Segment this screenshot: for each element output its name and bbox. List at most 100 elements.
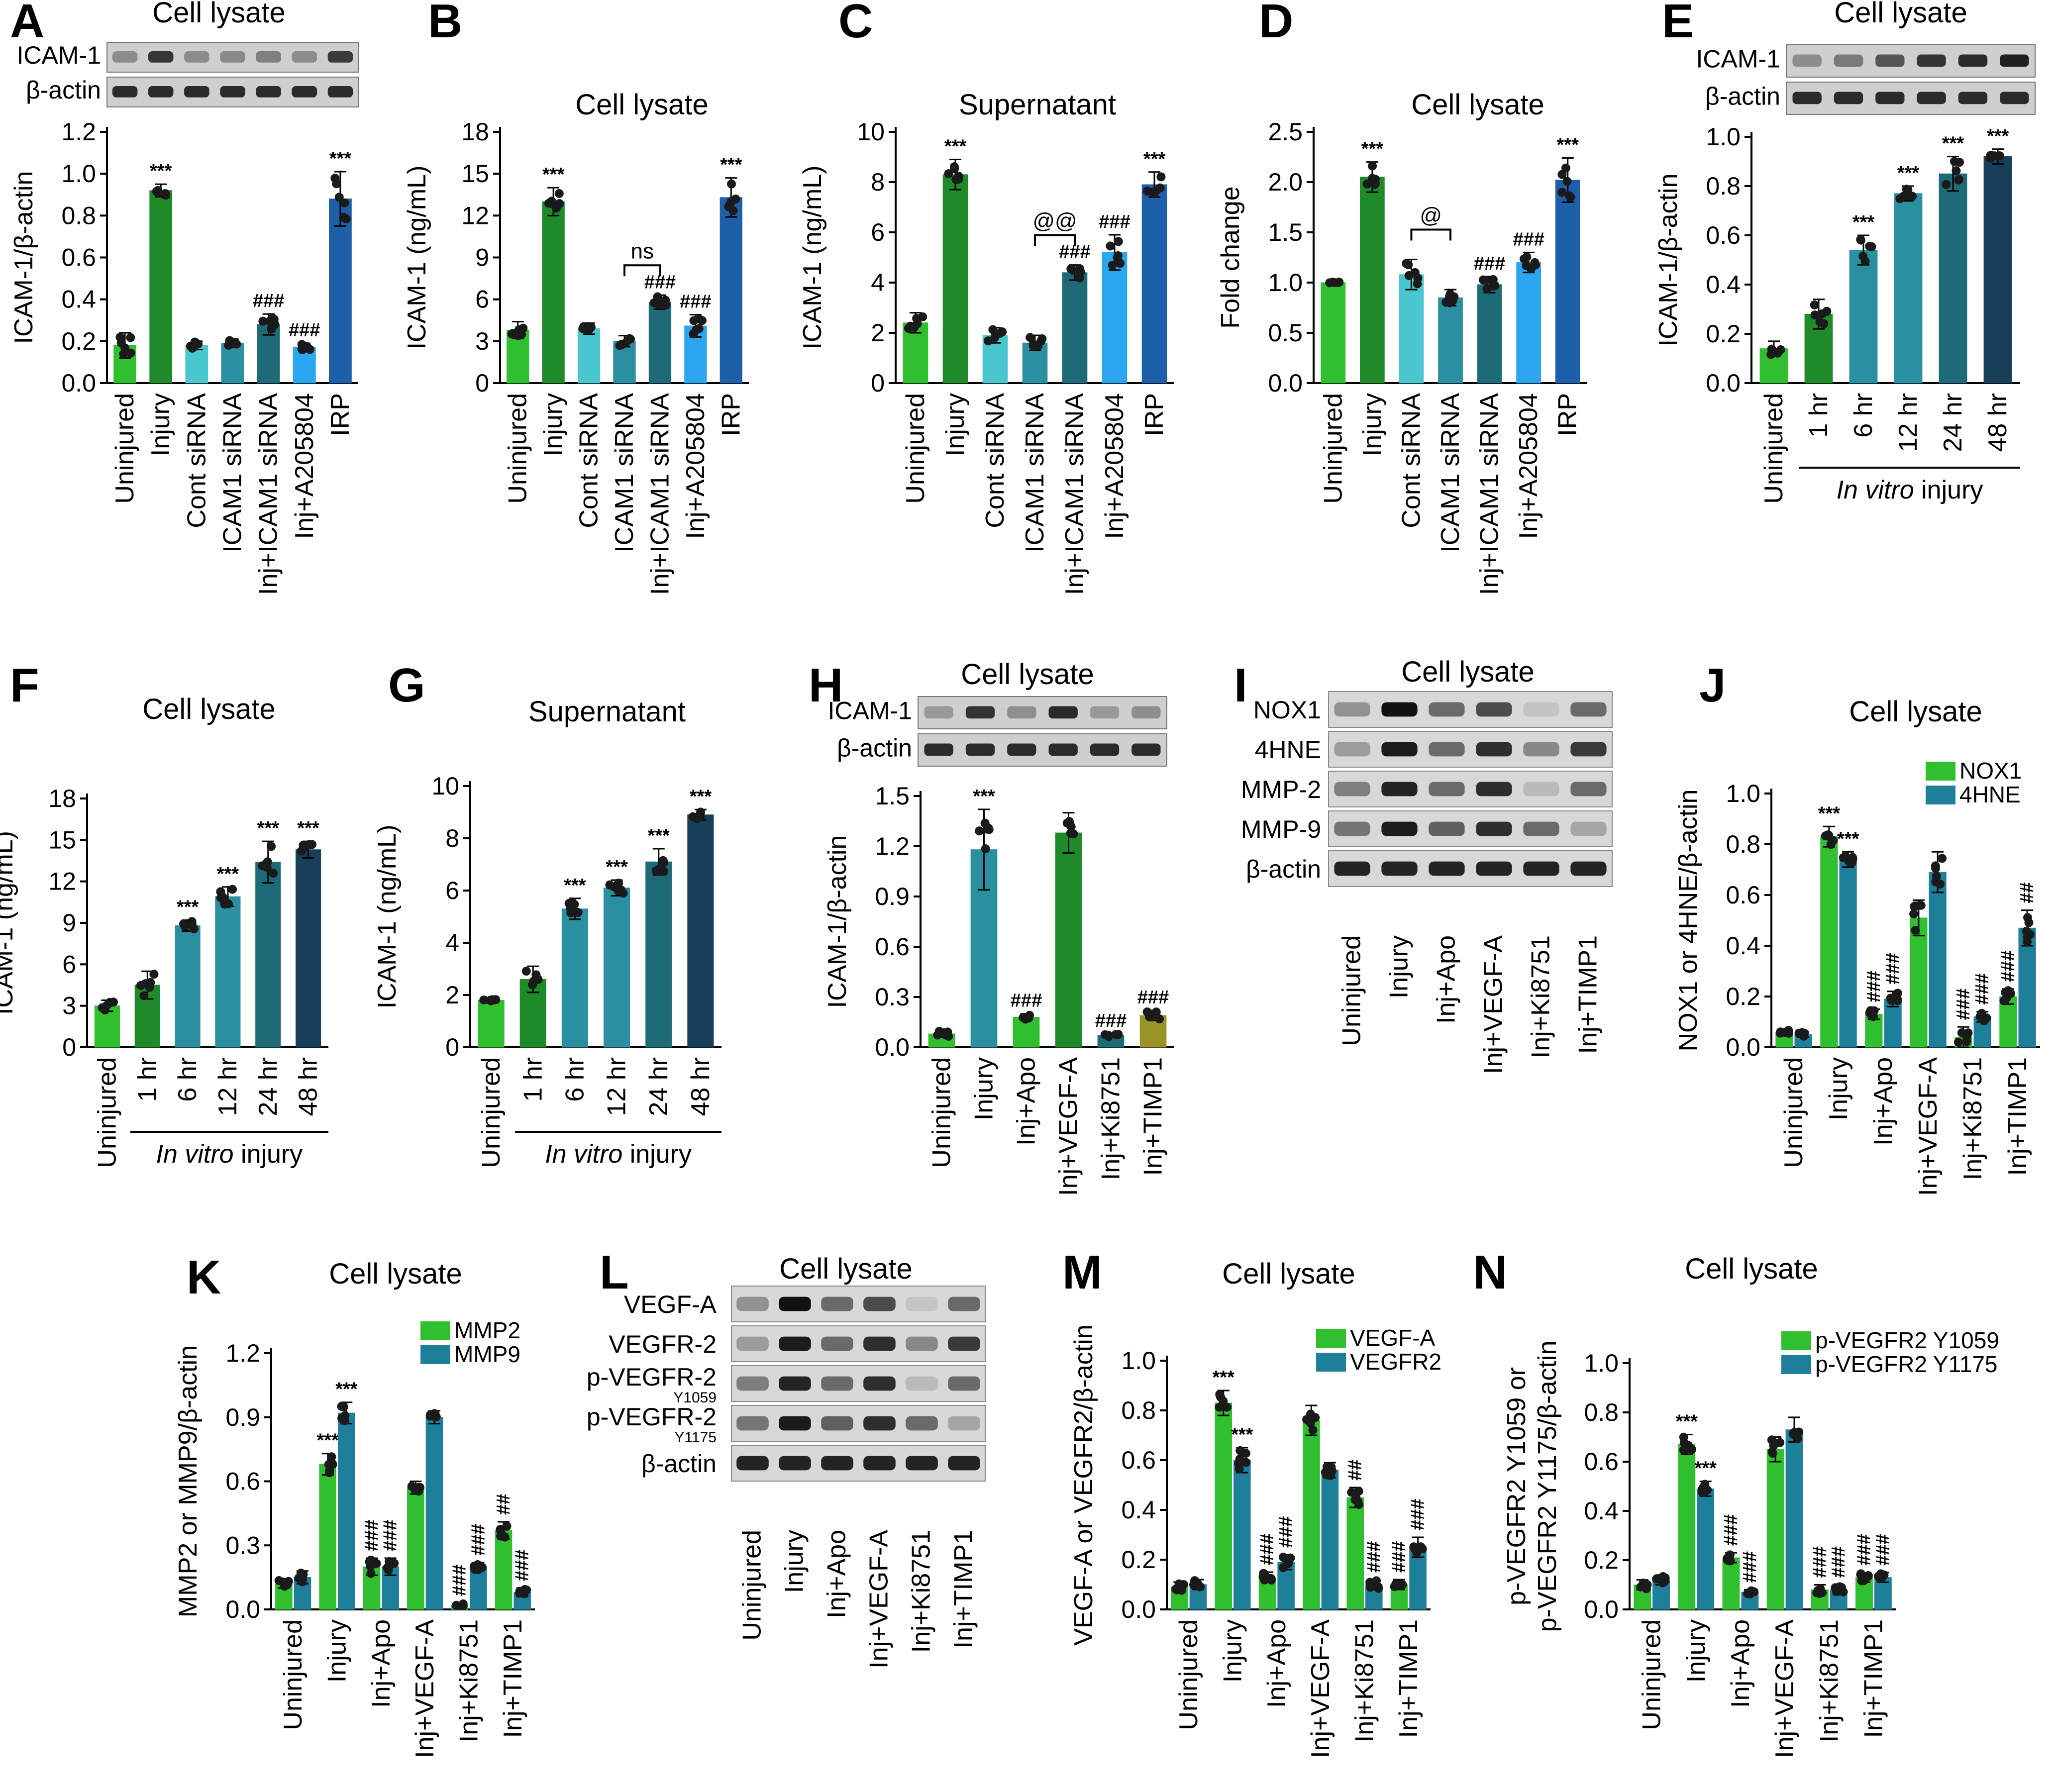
panel-title: Supernatant — [959, 89, 1116, 121]
significance-label: ### — [468, 1524, 489, 1555]
bar — [215, 896, 241, 1048]
significance-label: *** — [1557, 135, 1579, 156]
x-tick-label: 12 hr — [1894, 393, 1923, 452]
data-point — [116, 338, 126, 348]
blot-row-sublabel: Y1175 — [674, 1429, 717, 1446]
data-point — [153, 188, 163, 197]
data-point — [1327, 1462, 1336, 1472]
significance-label: ## — [2017, 882, 2038, 903]
x-tick-label: 48 hr — [686, 1057, 715, 1116]
data-point — [1413, 279, 1422, 289]
data-point — [1144, 1012, 1154, 1021]
blot-band — [821, 1376, 853, 1391]
data-point — [297, 1570, 307, 1580]
y-tick-label: 0.8 — [1584, 1398, 1619, 1426]
blot-band — [112, 86, 138, 98]
data-point — [339, 212, 348, 222]
blot-row-label: β-actin — [26, 76, 101, 104]
data-point — [365, 1557, 374, 1567]
data-point — [141, 979, 150, 989]
y-tick-label: 18 — [48, 785, 76, 812]
data-point — [1810, 310, 1820, 320]
data-point — [1412, 1548, 1422, 1558]
data-point — [340, 198, 349, 207]
data-point — [727, 179, 736, 189]
y-tick-label: 2 — [871, 319, 885, 347]
panel-title: Cell lysate — [1222, 1258, 1355, 1290]
x-tick-label: Inj+ICAM1 siRNA — [1060, 393, 1089, 595]
y-tick-label: 0.6 — [1726, 881, 1760, 909]
bar — [425, 1417, 443, 1610]
blot-band — [1476, 861, 1512, 876]
legend-swatch — [1316, 1353, 1346, 1372]
data-point — [1306, 1409, 1316, 1419]
significance-label: *** — [257, 818, 280, 839]
blot-band — [1834, 54, 1863, 67]
panel-letter: F — [10, 659, 39, 712]
bar — [1215, 1402, 1233, 1610]
time-group-label-rest: injury — [234, 1140, 303, 1169]
blot-band — [1090, 743, 1120, 756]
data-point — [1520, 254, 1529, 264]
data-point — [1831, 1583, 1840, 1593]
x-tick-label: ICAM1 siRNA — [218, 393, 247, 553]
panel-title: Cell lysate — [1685, 1253, 1818, 1285]
blot-band — [821, 1416, 853, 1431]
legend-swatch — [1926, 786, 1955, 804]
y-tick-label: 0.6 — [1584, 1448, 1619, 1476]
data-point — [1867, 242, 1876, 251]
x-tick-label: Uninjured — [1337, 935, 1366, 1046]
blot-band — [1476, 702, 1512, 717]
y-axis-label: ICAM-1/β-actin — [9, 171, 38, 344]
blot-band — [1958, 54, 1988, 67]
blot-band — [779, 1336, 811, 1351]
significance-label: *** — [973, 786, 995, 807]
x-tick-label: Inj+ICAM1 siRNA — [1475, 393, 1504, 595]
y-tick-label: 1.0 — [1726, 780, 1760, 807]
bar — [1555, 180, 1580, 384]
bar — [942, 174, 968, 384]
data-point — [298, 342, 308, 352]
significance-label: *** — [1213, 1367, 1235, 1388]
data-point — [425, 1410, 435, 1420]
significance-label: *** — [720, 155, 742, 176]
x-tick-label: Inj+VEGF-A — [1054, 1057, 1083, 1196]
x-tick-label: Inj+Ki8751 — [1527, 935, 1555, 1058]
x-tick-label: Inj+VEGF-A — [1914, 1057, 1943, 1196]
blot-band — [736, 1416, 769, 1431]
blot-band — [1429, 861, 1465, 876]
data-point — [1215, 1402, 1224, 1412]
panel-letter: M — [1062, 1246, 1102, 1299]
blot-row-label: NOX1 — [1253, 696, 1321, 724]
data-point — [1682, 1444, 1691, 1454]
data-point — [2023, 937, 2032, 946]
blot-strip — [731, 1325, 986, 1362]
bar — [1697, 1488, 1715, 1610]
x-tick-label: IRP — [326, 393, 355, 436]
data-point — [521, 967, 531, 976]
data-point — [301, 841, 310, 850]
x-tick-label: Inj+Apo — [1726, 1619, 1755, 1708]
x-tick-label: Inj+A205804 — [681, 393, 710, 539]
legend-label: NOX1 — [1959, 758, 2022, 784]
data-point — [1953, 1037, 1963, 1047]
y-tick-label: 15 — [461, 160, 489, 188]
data-point — [1899, 191, 1909, 200]
blot-band — [220, 86, 245, 98]
x-tick-label: Cont siRNA — [981, 393, 1010, 528]
blot-band — [821, 1296, 853, 1311]
significance-label: *** — [1676, 1411, 1698, 1432]
bar — [903, 322, 928, 384]
significance-label: ### — [380, 1520, 401, 1551]
x-tick-label: Cont siRNA — [575, 393, 604, 528]
data-point — [1767, 1447, 1777, 1457]
x-tick-label: IRP — [717, 393, 745, 436]
x-tick-label: Inj+VEGF-A — [1479, 935, 1508, 1074]
x-tick-label: Uninjured — [1174, 1619, 1203, 1730]
blot-band — [1792, 54, 1822, 67]
blot-row-label: ICAM-1 — [828, 697, 912, 725]
y-axis-label: Fold change — [1216, 186, 1245, 328]
data-point — [1815, 317, 1825, 326]
panel-letter: J — [1699, 659, 1726, 712]
